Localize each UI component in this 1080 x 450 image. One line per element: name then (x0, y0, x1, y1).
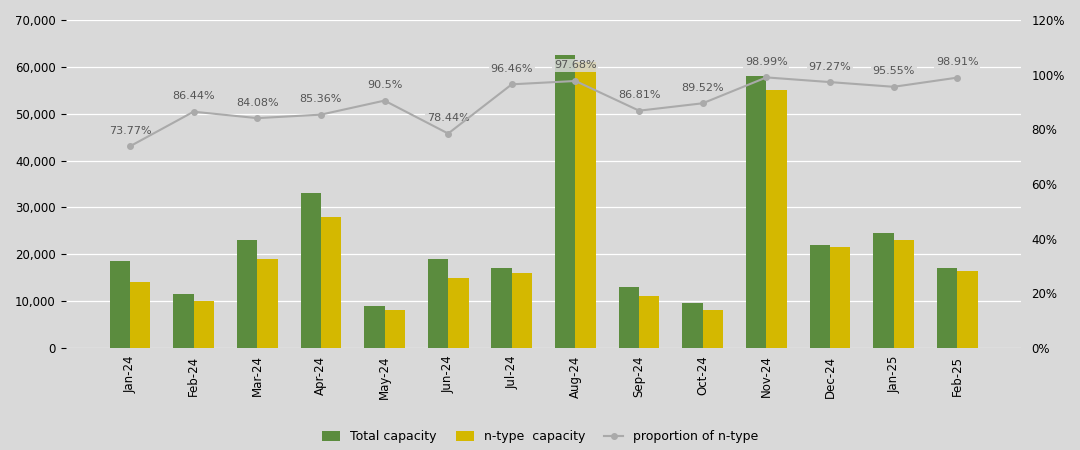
proportion of n-type (442, 131, 455, 136)
proportion of n-type (887, 84, 900, 90)
Bar (237, 240, 257, 348)
proportion of n-type (505, 81, 518, 87)
Text: 73.77%: 73.77% (109, 126, 151, 136)
Bar (767, 90, 786, 348)
Text: 78.44%: 78.44% (427, 113, 470, 123)
Bar (746, 76, 767, 348)
proportion of n-type (633, 108, 646, 113)
Bar (957, 270, 977, 348)
Legend: Total capacity, n-type  capacity, proportion of n-type: Total capacity, n-type capacity, proport… (316, 425, 764, 448)
Text: 97.27%: 97.27% (809, 62, 851, 72)
Text: 85.36%: 85.36% (299, 94, 342, 104)
Bar (384, 310, 405, 348)
Bar (555, 55, 576, 348)
Bar (893, 240, 914, 348)
proportion of n-type (378, 98, 391, 104)
Text: 89.52%: 89.52% (681, 83, 724, 93)
Text: 98.99%: 98.99% (745, 57, 787, 67)
proportion of n-type (123, 144, 136, 149)
Bar (109, 261, 130, 348)
proportion of n-type (187, 109, 200, 114)
proportion of n-type (760, 75, 773, 80)
Text: 86.44%: 86.44% (173, 91, 215, 101)
proportion of n-type (824, 79, 837, 85)
Bar (639, 297, 660, 348)
Line: proportion of n-type: proportion of n-type (127, 75, 960, 149)
Bar (810, 245, 831, 348)
Bar (321, 217, 341, 348)
Bar (173, 294, 193, 348)
Text: 98.91%: 98.91% (936, 57, 978, 67)
Text: 86.81%: 86.81% (618, 90, 660, 100)
Bar (619, 287, 639, 348)
Bar (300, 194, 321, 348)
proportion of n-type (950, 75, 963, 80)
Text: 84.08%: 84.08% (235, 98, 279, 108)
Bar (703, 310, 724, 348)
Text: 90.5%: 90.5% (367, 80, 402, 90)
Bar (576, 62, 596, 348)
proportion of n-type (569, 78, 582, 84)
Text: 95.55%: 95.55% (873, 66, 915, 76)
Bar (491, 268, 512, 348)
Bar (193, 301, 214, 348)
Bar (937, 268, 957, 348)
Bar (428, 259, 448, 348)
Text: 96.46%: 96.46% (490, 64, 534, 74)
Bar (831, 247, 850, 348)
Bar (364, 306, 384, 348)
Text: 97.68%: 97.68% (554, 60, 597, 71)
proportion of n-type (251, 116, 264, 121)
Bar (257, 259, 278, 348)
Bar (130, 282, 150, 348)
Bar (683, 303, 703, 348)
Bar (448, 278, 469, 348)
Bar (512, 273, 532, 348)
proportion of n-type (314, 112, 327, 117)
proportion of n-type (697, 101, 710, 106)
Bar (874, 233, 893, 348)
